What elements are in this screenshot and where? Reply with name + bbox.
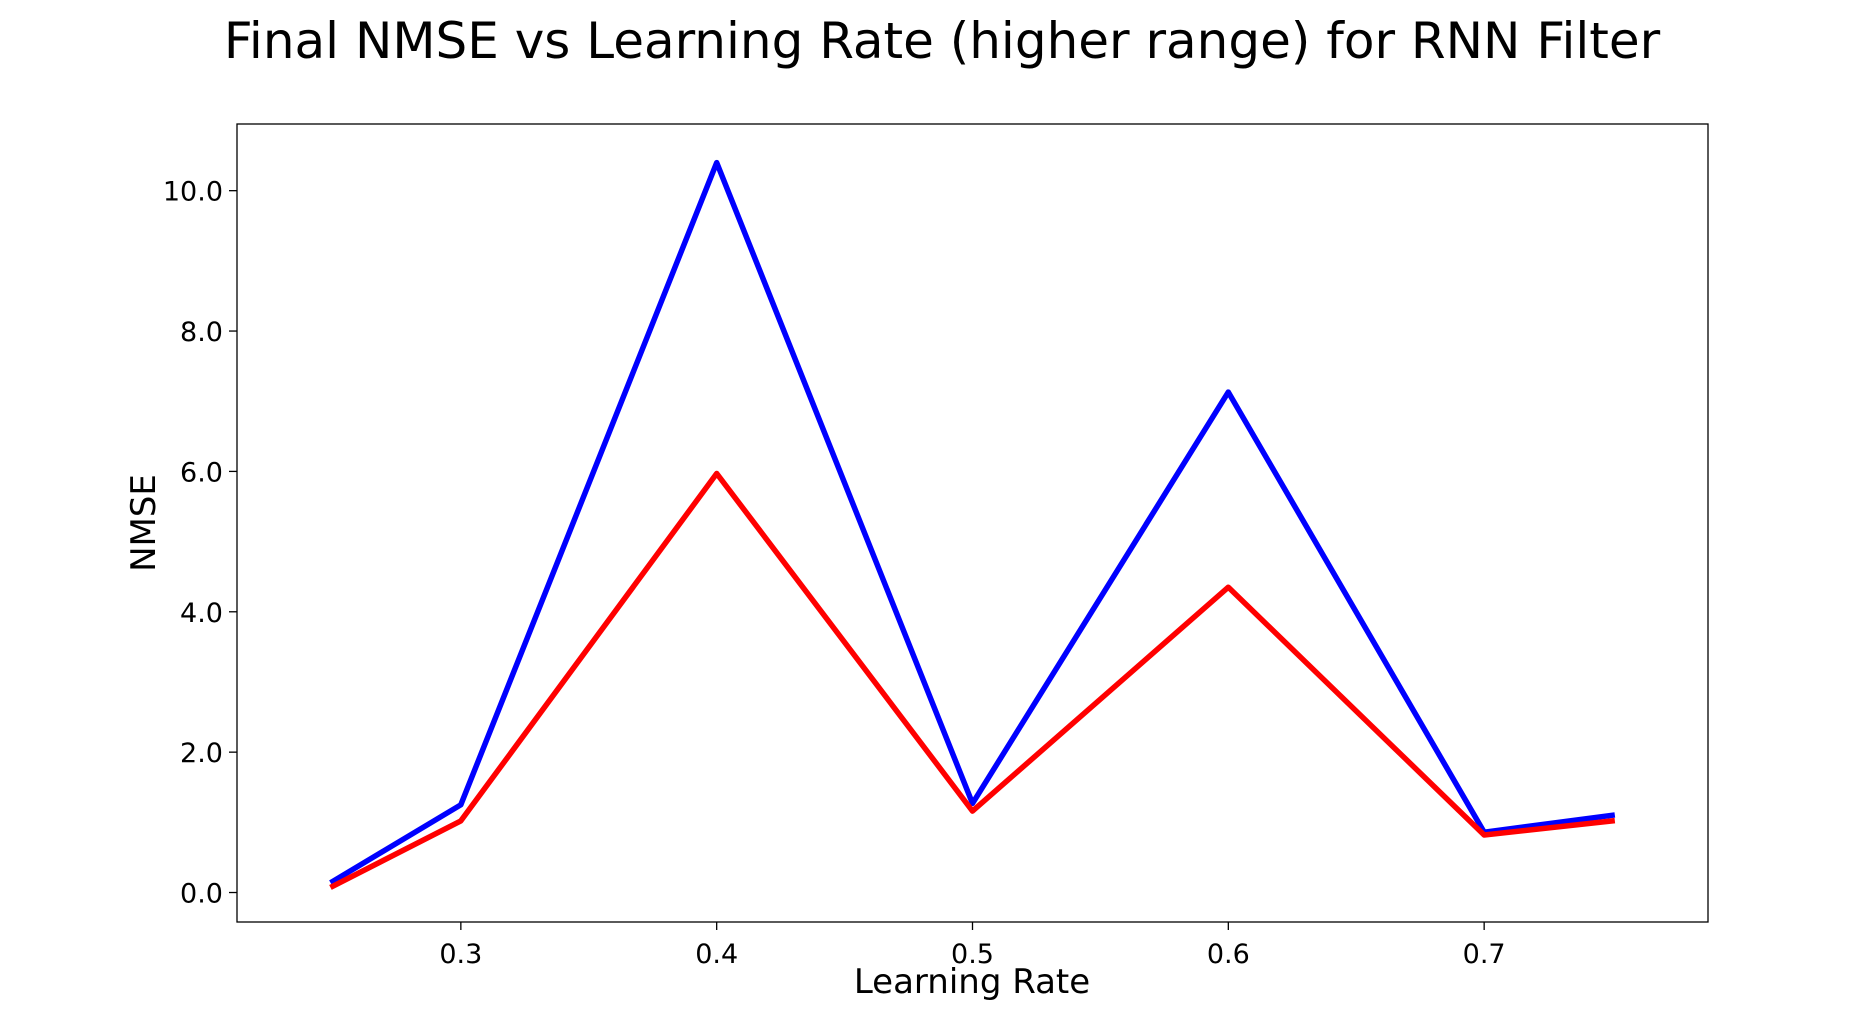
x-tick-label: 0.7 bbox=[1463, 939, 1506, 970]
x-tick-label: 0.6 bbox=[1207, 939, 1250, 970]
x-tick-label: 0.5 bbox=[951, 939, 994, 970]
x-tick-label: 0.3 bbox=[439, 939, 482, 970]
y-tick-label: 10.0 bbox=[163, 177, 223, 208]
series-layer bbox=[329, 159, 1616, 890]
chart-title: Final NMSE vs Learning Rate (higher rang… bbox=[224, 12, 1661, 70]
y-tick-label: 4.0 bbox=[180, 598, 223, 629]
y-axis: 0.0 2.0 4.0 6.0 8.0 10.0 bbox=[163, 177, 237, 910]
series-line-2 bbox=[329, 470, 1616, 890]
y-tick-label: 2.0 bbox=[180, 738, 223, 769]
y-axis-label: NMSE bbox=[124, 474, 164, 572]
y-tick-label: 8.0 bbox=[180, 317, 223, 348]
x-axis: 0.3 0.4 0.5 0.6 0.7 bbox=[439, 922, 1506, 970]
y-tick-label: 0.0 bbox=[180, 879, 223, 910]
x-axis-label: Learning Rate bbox=[854, 962, 1090, 1002]
x-tick-label: 0.4 bbox=[695, 939, 738, 970]
y-tick-label: 6.0 bbox=[180, 457, 223, 488]
